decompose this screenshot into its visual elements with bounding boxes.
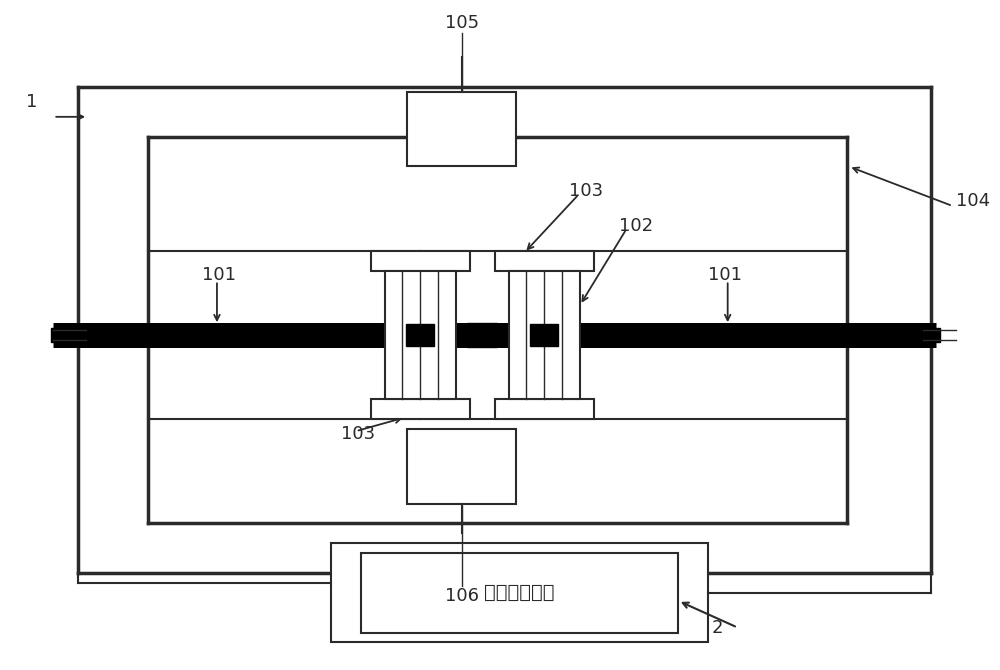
Bar (495, 399, 594, 419)
Bar (407, 429, 516, 504)
Text: 1: 1 (26, 93, 37, 111)
Bar (371, 251, 470, 271)
Bar (509, 271, 580, 399)
Text: 103: 103 (341, 425, 375, 443)
Text: 2: 2 (712, 618, 724, 636)
Text: 103: 103 (569, 182, 603, 200)
Bar (371, 399, 470, 419)
Text: 106: 106 (445, 587, 479, 605)
Bar (51, 328, 69, 342)
Text: 能量收集电路: 能量收集电路 (484, 584, 555, 602)
Text: 101: 101 (202, 267, 236, 285)
Bar (495, 251, 594, 271)
Text: 101: 101 (708, 267, 742, 285)
Bar (406, 324, 434, 346)
Bar (922, 328, 940, 342)
Bar (361, 553, 678, 632)
Bar (407, 92, 516, 166)
Text: 104: 104 (956, 192, 990, 210)
Bar (530, 324, 558, 346)
Bar (331, 543, 708, 643)
Bar (385, 271, 456, 399)
Text: 102: 102 (619, 217, 653, 235)
Text: 105: 105 (445, 13, 479, 31)
Bar (467, 323, 497, 347)
